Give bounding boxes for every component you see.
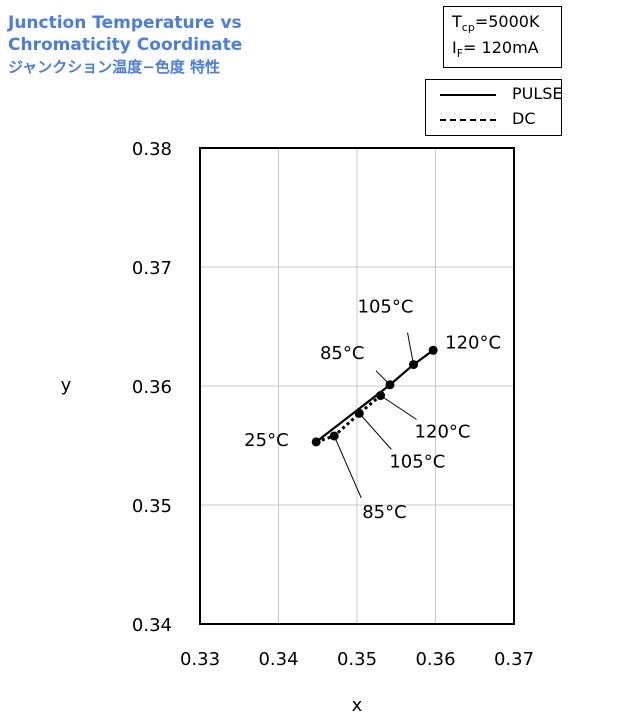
- x-tick-label: 0.34: [258, 649, 298, 670]
- annotation-leader: [407, 332, 415, 365]
- annotation-leader: [333, 435, 362, 499]
- tcp-subscript: cp: [461, 21, 475, 35]
- legend-swatch-dc: [440, 119, 496, 121]
- x-axis-label: x: [352, 695, 363, 713]
- y-tick-label: 0.35: [132, 496, 172, 517]
- title-line-3: ジャンクション温度−色度 特性: [8, 58, 221, 76]
- annotation-leader: [358, 413, 392, 450]
- y-axis-label: y: [61, 375, 72, 396]
- series-line-dc: [315, 394, 382, 444]
- if-subscript: F: [456, 47, 464, 61]
- plot-frame: [199, 147, 515, 625]
- series-line-pulse: [315, 349, 434, 443]
- legend-label-pulse: PULSE: [512, 84, 563, 103]
- legend-swatch-pulse: [440, 94, 496, 96]
- y-tick-label: 0.34: [132, 615, 172, 636]
- if-symbol: I: [452, 38, 457, 57]
- legend-label-dc: DC: [512, 109, 536, 128]
- y-tick-label: 0.37: [132, 258, 172, 279]
- temperature-annotation: 120°C: [445, 332, 501, 353]
- data-point-dc: [376, 391, 386, 401]
- tcp-value: =5000K: [474, 12, 540, 31]
- temperature-annotation: 25°C: [244, 430, 288, 451]
- legend: PULSE DC: [425, 79, 563, 136]
- x-tick-label: 0.33: [180, 649, 220, 670]
- data-point-pulse: [428, 345, 438, 355]
- temperature-annotation: 85°C: [320, 343, 364, 364]
- data-point-pulse: [311, 437, 321, 447]
- data-point-dc: [354, 408, 364, 418]
- temperature-annotation: 120°C: [415, 422, 471, 443]
- x-tick-label: 0.37: [494, 649, 534, 670]
- data-point-pulse: [409, 360, 419, 370]
- annotation-leader: [380, 395, 417, 420]
- y-tick-label: 0.38: [132, 139, 172, 160]
- if-value: = 120mA: [463, 38, 539, 57]
- tcp-condition: Tcp=5000K: [452, 12, 539, 34]
- conditions-box: Tcp=5000K IF= 120mA: [443, 6, 562, 68]
- chart-title: Junction Temperature vs Chromaticity Coo…: [8, 12, 242, 78]
- if-condition: IF= 120mA: [452, 38, 539, 60]
- title-line-2: Chromaticity Coordinate: [8, 35, 243, 55]
- y-tick-label: 0.36: [132, 377, 172, 398]
- temperature-annotation: 85°C: [362, 502, 406, 523]
- data-point-pulse: [385, 380, 395, 390]
- x-tick-label: 0.35: [337, 649, 377, 670]
- tcp-symbol: T: [452, 12, 462, 31]
- temperature-annotation: 105°C: [358, 297, 414, 318]
- title-line-1: Junction Temperature vs: [8, 13, 242, 33]
- x-tick-label: 0.36: [415, 649, 455, 670]
- data-point-dc: [329, 431, 339, 441]
- annotation-leader: [375, 370, 391, 386]
- temperature-annotation: 105°C: [389, 451, 445, 472]
